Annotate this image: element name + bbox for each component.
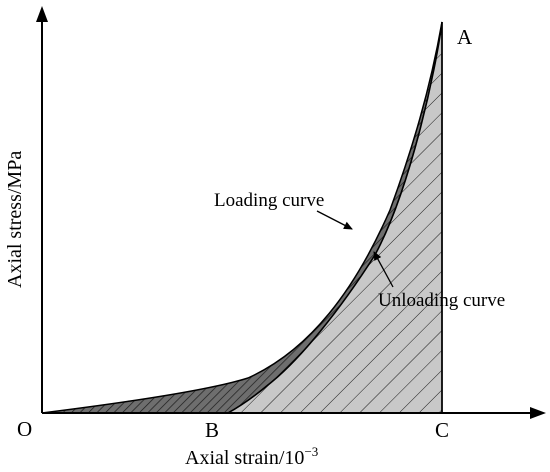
unloading-curve-pointer	[373, 251, 394, 288]
loading-curve-pointer	[316, 210, 353, 230]
x-axis-label: Axial strain/10−3	[185, 444, 318, 469]
point-b-label: B	[205, 418, 219, 442]
point-o-label: O	[17, 417, 32, 441]
y-axis-arrowhead	[36, 6, 48, 22]
x-axis-arrowhead	[530, 407, 546, 419]
unloading-curve-label: Unloading curve	[378, 290, 505, 311]
y-axis-label: Axial stress/MPa	[4, 151, 26, 288]
point-a-label: A	[457, 25, 473, 49]
point-c-label: C	[435, 418, 449, 442]
loading-curve-label: Loading curve	[214, 190, 324, 211]
x-axis-label-prefix: Axial strain/10	[185, 447, 304, 469]
x-axis-label-exponent: −3	[304, 444, 318, 459]
unloading-energy-region	[225, 21, 443, 414]
